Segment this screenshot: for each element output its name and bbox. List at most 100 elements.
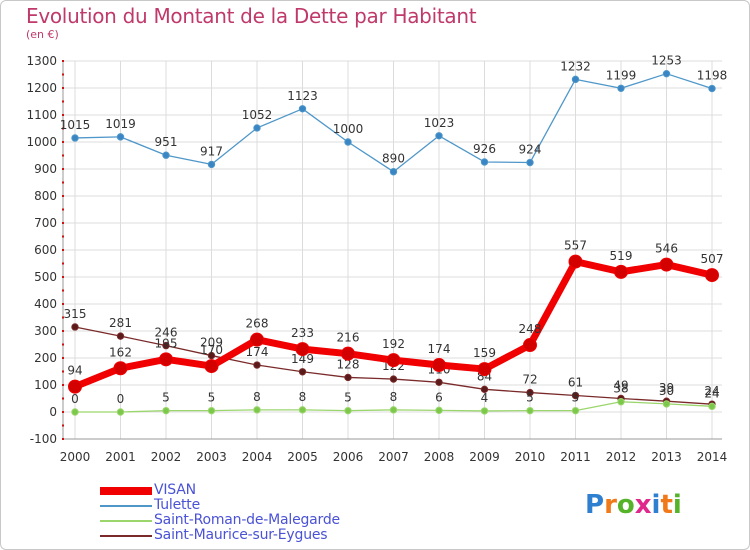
data-point-visan [341, 346, 355, 361]
data-point-saint-maurice-sur-eygues [571, 391, 580, 400]
data-label-saint-maurice-sur-eygues: 128 [337, 357, 360, 371]
data-label-tulette: 917 [200, 144, 223, 158]
data-point-saint-roman-de-malegarde [71, 408, 79, 416]
data-label-tulette: 1015 [60, 118, 91, 132]
data-point-tulette [253, 124, 261, 132]
data-point-saint-roman-de-malegarde [435, 406, 443, 415]
data-label-visan: 268 [246, 317, 269, 331]
x-tick-label: 2006 [333, 450, 364, 464]
data-label-saint-maurice-sur-eygues: 49 [613, 379, 628, 393]
x-tick-label: 2003 [196, 450, 227, 464]
data-label-visan: 216 [337, 331, 360, 345]
data-label-saint-roman-de-malegarde: 8 [299, 390, 307, 404]
data-point-visan [659, 257, 674, 272]
logo-letter: i [651, 490, 661, 520]
data-label-saint-roman-de-malegarde: 5 [572, 391, 580, 405]
y-tick-label: 1200 [26, 81, 57, 95]
data-point-saint-maurice-sur-eygues [253, 361, 261, 369]
data-label-tulette: 951 [155, 135, 178, 149]
data-label-visan: 174 [428, 342, 451, 356]
data-point-tulette [298, 105, 307, 113]
data-point-visan [432, 358, 446, 373]
legend-swatch [100, 520, 152, 522]
data-label-saint-roman-de-malegarde: 5 [208, 391, 216, 405]
data-label-saint-maurice-sur-eygues: 72 [522, 373, 537, 387]
data-point-saint-maurice-sur-eygues [389, 375, 398, 383]
data-point-saint-roman-de-malegarde [116, 408, 125, 416]
data-label-saint-maurice-sur-eygues: 315 [64, 307, 87, 321]
logo-letter: t [660, 490, 673, 520]
data-label-visan: 170 [200, 343, 223, 357]
data-point-visan [386, 353, 401, 368]
data-point-saint-maurice-sur-eygues [116, 332, 125, 340]
data-label-tulette: 924 [519, 143, 542, 157]
legend-swatch [100, 487, 152, 495]
data-label-saint-roman-de-malegarde: 0 [117, 392, 125, 406]
data-point-tulette [435, 132, 443, 140]
x-tick-label: 2012 [606, 450, 637, 464]
data-label-saint-roman-de-malegarde: 24 [704, 386, 719, 400]
data-label-tulette: 926 [473, 142, 496, 156]
data-point-tulette [480, 158, 489, 166]
data-label-visan: 159 [473, 346, 496, 360]
data-point-saint-maurice-sur-eygues [526, 388, 534, 397]
data-point-tulette [617, 84, 625, 92]
y-tick-label: 600 [34, 243, 57, 257]
data-point-saint-roman-de-malegarde [662, 400, 671, 408]
x-tick-label: 2007 [378, 450, 409, 464]
y-tick-label: 100 [34, 378, 57, 392]
y-tick-label: 300 [34, 324, 57, 338]
data-point-saint-roman-de-malegarde [526, 406, 534, 415]
data-point-visan [250, 332, 264, 347]
y-tick-label: 1100 [26, 108, 57, 122]
data-label-saint-roman-de-malegarde: 8 [390, 390, 398, 404]
data-label-tulette: 1253 [651, 54, 682, 68]
data-point-saint-roman-de-malegarde [253, 406, 261, 414]
data-point-saint-maurice-sur-eygues [298, 368, 307, 376]
data-point-tulette [71, 134, 79, 142]
data-label-visan: 192 [382, 337, 405, 351]
data-label-tulette: 1052 [242, 108, 273, 122]
y-tick-label: -100 [30, 432, 57, 446]
x-tick-label: 2010 [515, 450, 546, 464]
y-tick-label: 500 [34, 270, 57, 284]
data-label-visan: 557 [564, 239, 587, 253]
x-tick-label: 2009 [469, 450, 500, 464]
data-point-tulette [162, 151, 170, 159]
data-label-saint-roman-de-malegarde: 38 [613, 382, 628, 396]
legend-swatch [100, 535, 152, 537]
data-label-saint-roman-de-malegarde: 6 [435, 390, 443, 404]
data-label-visan: 162 [109, 345, 132, 359]
data-point-visan [113, 361, 128, 376]
data-label-visan: 546 [655, 242, 678, 256]
x-tick-label: 2013 [651, 450, 682, 464]
legend-label: Saint-Maurice-sur-Eygues [154, 527, 328, 543]
data-point-saint-maurice-sur-eygues [207, 351, 216, 360]
data-label-visan: 519 [610, 249, 633, 263]
y-tick-label: 400 [34, 297, 57, 311]
data-point-saint-maurice-sur-eygues [435, 378, 443, 386]
data-point-saint-roman-de-malegarde [571, 406, 580, 415]
legend-swatch [100, 505, 152, 507]
x-tick-label: 2001 [105, 450, 136, 464]
data-point-tulette [116, 133, 125, 141]
data-label-tulette: 1023 [424, 116, 455, 130]
logo-letter: i [672, 490, 682, 520]
x-tick-label: 2014 [697, 450, 728, 464]
data-label-tulette: 1199 [606, 68, 637, 82]
logo-letter: P [585, 490, 605, 520]
line-chart: -100010020030040050060070080090010001100… [26, 54, 728, 464]
data-label-tulette: 890 [382, 152, 405, 166]
data-point-saint-maurice-sur-eygues [162, 341, 170, 350]
data-point-visan [705, 268, 719, 283]
y-tick-label: 0 [49, 405, 57, 419]
data-point-visan [159, 352, 173, 367]
data-point-visan [614, 264, 628, 279]
x-tick-label: 2008 [424, 450, 455, 464]
data-point-saint-roman-de-malegarde [617, 398, 625, 406]
proxiti-logo: Proxiti [585, 490, 682, 520]
data-point-visan [204, 359, 219, 374]
data-point-saint-maurice-sur-eygues [71, 323, 79, 331]
data-label-saint-maurice-sur-eygues: 246 [155, 326, 178, 340]
data-label-saint-maurice-sur-eygues: 149 [291, 352, 314, 366]
